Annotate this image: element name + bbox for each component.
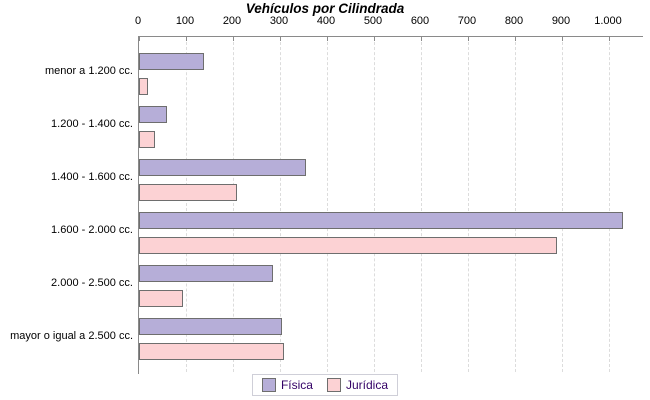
gridline (468, 37, 469, 372)
x-tick-label: 100 (175, 15, 195, 27)
bar-juridica (139, 237, 557, 254)
bar-fisica (139, 53, 204, 70)
bar-fisica (139, 265, 273, 282)
bar-juridica (139, 78, 148, 95)
bar-juridica (139, 290, 183, 307)
x-axis-tick (327, 37, 328, 41)
gridline (233, 37, 234, 372)
legend-item-juridica: Jurídica (326, 378, 389, 392)
x-axis-tick (421, 37, 422, 41)
gridline (515, 37, 516, 372)
x-axis-tick (186, 37, 187, 41)
chart-title: Vehículos por Cilindrada (245, 1, 405, 16)
gridline (609, 37, 610, 372)
category-label: 2.000 - 2.500 cc. (51, 277, 133, 289)
x-axis-tick (139, 37, 140, 41)
gridline (562, 37, 563, 372)
x-tick-label: 600 (410, 15, 430, 27)
legend: Física Jurídica (251, 374, 399, 396)
x-tick-label: 800 (504, 15, 524, 27)
x-tick-label: 900 (551, 15, 571, 27)
bar-juridica (139, 131, 155, 148)
gridline (421, 37, 422, 372)
juridica-swatch-icon (326, 378, 341, 392)
category-label: 1.200 - 1.400 cc. (51, 118, 133, 130)
bar-fisica (139, 212, 623, 229)
category-label: 1.400 - 1.600 cc. (51, 171, 133, 183)
gridline (327, 37, 328, 372)
plot-area (138, 36, 643, 374)
x-axis-tick (562, 37, 563, 41)
x-tick-label: 700 (457, 15, 477, 27)
category-label: menor a 1.200 cc. (44, 65, 133, 77)
fisica-swatch-icon (261, 378, 276, 392)
gridline (374, 37, 375, 372)
bar-fisica (139, 318, 282, 335)
x-axis-tick (468, 37, 469, 41)
x-tick-label: 1.000 (594, 15, 622, 27)
x-axis-tick (233, 37, 234, 41)
legend-label-fisica: Física (280, 378, 313, 392)
x-axis-tick (280, 37, 281, 41)
x-tick-label: 200 (222, 15, 242, 27)
bar-fisica (139, 159, 306, 176)
legend-label-juridica: Jurídica (345, 378, 389, 392)
legend-row: Física Jurídica (0, 374, 650, 396)
legend-item-fisica: Física (261, 378, 313, 392)
category-label: mayor o igual a 2.500 cc. (10, 330, 133, 342)
x-tick-label: 300 (269, 15, 289, 27)
bar-juridica (139, 343, 284, 360)
x-axis-tick (515, 37, 516, 41)
gridline (186, 37, 187, 372)
bar-juridica (139, 184, 237, 201)
x-tick-label: 500 (363, 15, 383, 27)
x-axis-tick (609, 37, 610, 41)
gridline (280, 37, 281, 372)
x-tick-label: 400 (316, 15, 336, 27)
x-tick-label: 0 (134, 15, 142, 27)
category-label: 1.600 - 2.000 cc. (51, 224, 133, 236)
bar-fisica (139, 106, 167, 123)
x-axis-tick (374, 37, 375, 41)
